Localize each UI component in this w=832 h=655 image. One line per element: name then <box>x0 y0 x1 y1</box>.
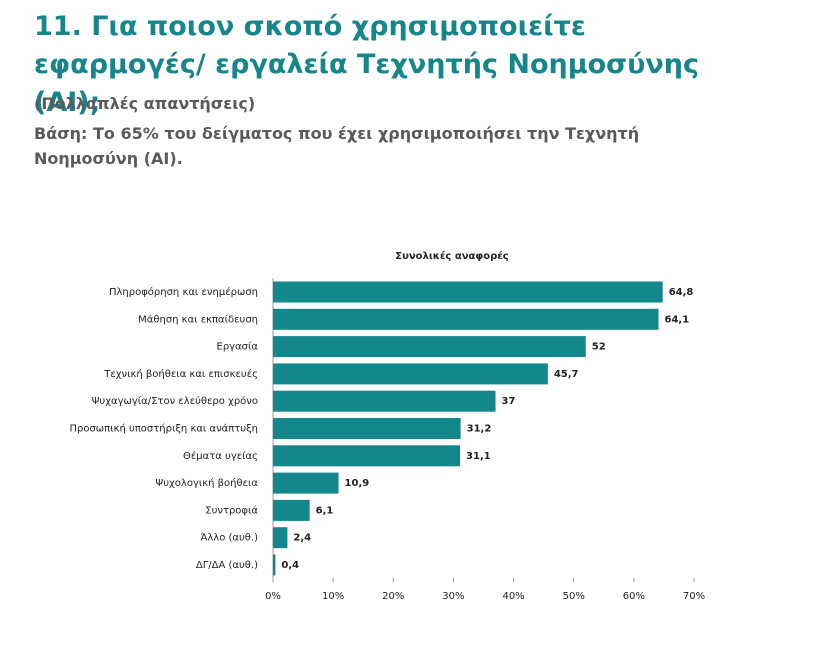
value-label: 0,4 <box>281 560 299 571</box>
bar <box>273 499 310 521</box>
value-label: 10,9 <box>345 478 370 489</box>
title: 11. Για ποιον σκοπό χρησιμοποιείτε εφαρμ… <box>34 11 700 118</box>
x-tick-label: 60% <box>623 591 645 602</box>
bar <box>273 472 339 494</box>
x-tick-label: 20% <box>382 591 404 602</box>
x-tick-label: 50% <box>563 591 585 602</box>
note: Βάση: Το 65% του δείγματος που έχει χρησ… <box>34 124 640 168</box>
value-label: 31,1 <box>466 451 491 462</box>
y-tick-label: Πληροφόρηση και ενημέρωση <box>109 286 258 298</box>
value-label: 45,7 <box>554 369 579 380</box>
bar <box>273 281 663 303</box>
x-tick-label: 70% <box>683 591 705 602</box>
y-tick-label: Ψυχαγωγία/Στον ελεύθερο χρόνο <box>92 395 258 407</box>
chart-title: Συνολικές αναφορές <box>395 250 509 262</box>
value-label: 64,1 <box>665 314 690 325</box>
y-tick-label: Τεχνική βοήθεια και επισκευές <box>103 368 258 380</box>
value-label: 31,2 <box>467 424 492 435</box>
value-label: 2,4 <box>293 533 311 544</box>
bar <box>273 336 586 358</box>
bar <box>273 363 548 385</box>
y-tick-label: Μάθηση και εκπαίδευση <box>138 313 258 325</box>
y-tick-label: Θέματα υγείας <box>183 450 258 462</box>
x-tick-label: 40% <box>502 591 524 602</box>
value-label: 64,8 <box>669 287 694 298</box>
y-tick-label: Συντροφιά <box>205 504 258 516</box>
y-tick-label: Ψυχολογική βοήθεια <box>155 477 258 489</box>
y-tick-label: Προσωπική υποστήριξη και ανάπτυξη <box>69 423 258 435</box>
value-label: 52 <box>592 342 606 353</box>
value-label: 37 <box>502 396 516 407</box>
value-label: 6,1 <box>316 505 334 516</box>
bar <box>273 308 659 330</box>
x-tick-label: 0% <box>265 591 281 602</box>
x-tick-label: 10% <box>322 591 344 602</box>
y-tick-label: Εργασία <box>217 341 259 353</box>
bar <box>273 527 288 549</box>
y-tick-label: Άλλο (αυθ.) <box>200 532 258 544</box>
bar <box>273 445 461 467</box>
y-tick-label: ΔΓ/ΔΑ (αυθ.) <box>196 560 258 571</box>
subtitle: (Πολλαπλές απαντήσεις) <box>34 94 256 113</box>
bar <box>273 418 461 439</box>
bar <box>273 390 496 412</box>
x-tick-label: 30% <box>442 591 464 602</box>
bar <box>273 554 276 576</box>
